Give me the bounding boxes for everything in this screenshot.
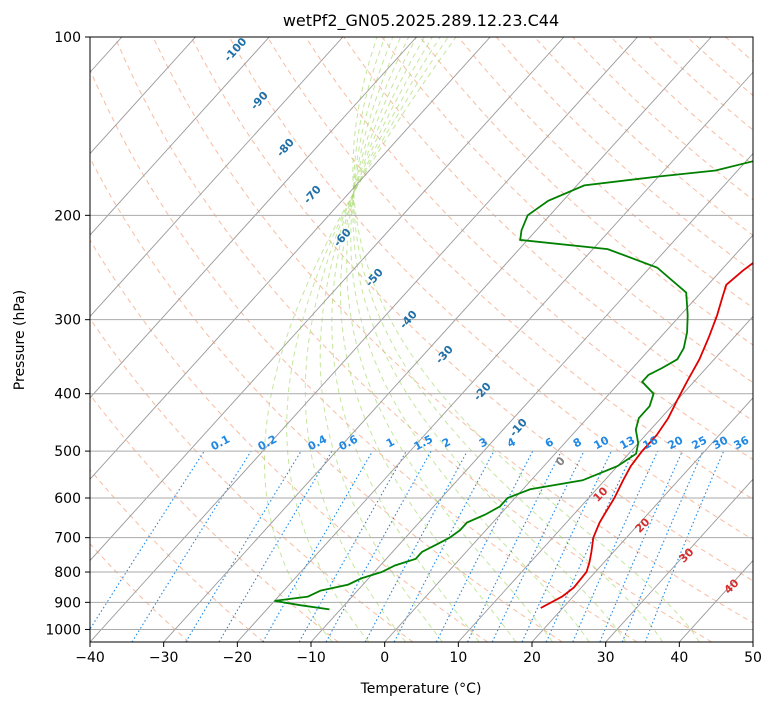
isotherm-line	[531, 397, 753, 642]
temperature-profile	[540, 261, 753, 609]
dry-adiabat-line	[343, 37, 753, 422]
isotherm-line	[90, 37, 196, 155]
moist-adiabat-line	[263, 37, 457, 642]
y-tick-label: 400	[54, 387, 81, 403]
dry-adiabat-line	[90, 156, 563, 642]
y-tick-label: 600	[54, 491, 81, 507]
dry-adiabat-line	[114, 37, 712, 642]
y-tick-label: 700	[54, 531, 81, 547]
isotherm-line	[236, 71, 753, 642]
mixing-ratio-line	[90, 450, 205, 631]
y-tick-label: 100	[54, 30, 81, 46]
mixing-ratio-line	[298, 450, 407, 642]
isotherm-line	[310, 152, 753, 642]
dewpoint-profile	[274, 160, 753, 611]
x-tick-label: 0	[380, 650, 389, 666]
chart-title: wetPf2_GN05.2025.289.12.23.C44	[283, 11, 559, 31]
moist-adiabat-line	[346, 37, 553, 642]
moist-adiabat-line	[352, 37, 627, 642]
mixing-ratio-label: 10	[592, 433, 612, 452]
isotherm-line	[752, 641, 753, 642]
x-axis: −40 −30 −20 −10 0 10 20 30 40 50	[75, 642, 762, 666]
mixing-ratio-line	[467, 450, 562, 642]
mixing-ratio-label: 30	[711, 433, 731, 452]
isotherm-line	[90, 37, 491, 480]
y-tick-label: 500	[54, 444, 81, 460]
y-tick-label: 900	[54, 595, 81, 611]
y-axis: 100 200 300 400 500 600 700 800 900 1000	[45, 30, 90, 638]
mixing-ratio-line	[621, 450, 704, 642]
y-tick-label: 1000	[45, 622, 81, 638]
mixing-ratio-line	[185, 450, 302, 642]
y-tick-label: 800	[54, 565, 81, 581]
isotherm-line	[90, 37, 270, 236]
mixing-ratio-label: 36	[732, 433, 752, 452]
x-axis-title: Temperature (°C)	[360, 681, 482, 697]
x-tick-label: −40	[75, 650, 105, 666]
dry-adiabat-line	[152, 37, 753, 624]
y-tick-label: 200	[54, 208, 81, 224]
isotherm-line	[90, 37, 344, 318]
dry-adiabat-line	[457, 37, 753, 309]
isotherm-line	[90, 37, 565, 562]
x-tick-label: −20	[223, 650, 253, 666]
x-tick-label: 20	[523, 650, 541, 666]
plot-frame	[89, 36, 754, 643]
x-tick-label: 10	[449, 650, 467, 666]
dry-adiabat-line	[267, 37, 753, 500]
dry-adiabat-line	[305, 37, 753, 461]
profile-lines	[274, 160, 753, 611]
dry-adiabat-line	[228, 37, 753, 541]
isotherm-line	[384, 234, 753, 642]
moist-adiabat-line	[319, 37, 443, 642]
x-tick-label: 40	[670, 650, 688, 666]
isotherm-line	[90, 37, 638, 642]
mixing-ratio-line	[325, 450, 432, 642]
dry-adiabat-line	[90, 468, 264, 642]
dry-adiabat-line	[419, 37, 753, 346]
moist-adiabat-line	[352, 37, 700, 642]
moist-adiabat-line	[339, 37, 517, 642]
isotherm-line	[90, 37, 417, 399]
moist-adiabat-line	[353, 37, 664, 642]
grid-lines	[90, 37, 753, 642]
mixing-ratio-line	[364, 450, 468, 642]
mixing-ratio-label: 25	[690, 434, 710, 453]
moist-adiabat-line	[286, 37, 449, 642]
mixing-ratio-label: 16	[641, 433, 661, 452]
y-axis-title: Pressure (hPa)	[12, 290, 28, 390]
isotherm-line	[457, 315, 753, 642]
x-tick-label: −30	[149, 650, 179, 666]
isotherm-line	[605, 478, 753, 642]
background-lines	[90, 37, 753, 642]
mixing-ratio-line	[435, 450, 534, 642]
dry-adiabat-line	[90, 239, 488, 642]
moist-adiabat-line	[331, 37, 480, 642]
x-tick-label: 30	[597, 650, 615, 666]
y-tick-label: 300	[54, 313, 81, 329]
x-tick-label: −10	[296, 650, 326, 666]
mixing-ratio-line	[572, 450, 659, 642]
mixing-ratio-line	[599, 450, 683, 642]
isotherm-line	[163, 37, 712, 642]
mixing-ratio-label: 13	[618, 434, 638, 453]
moist-adiabat-line	[304, 37, 441, 642]
mixing-ratio-label: 20	[666, 433, 686, 452]
x-tick-label: 50	[744, 650, 762, 666]
